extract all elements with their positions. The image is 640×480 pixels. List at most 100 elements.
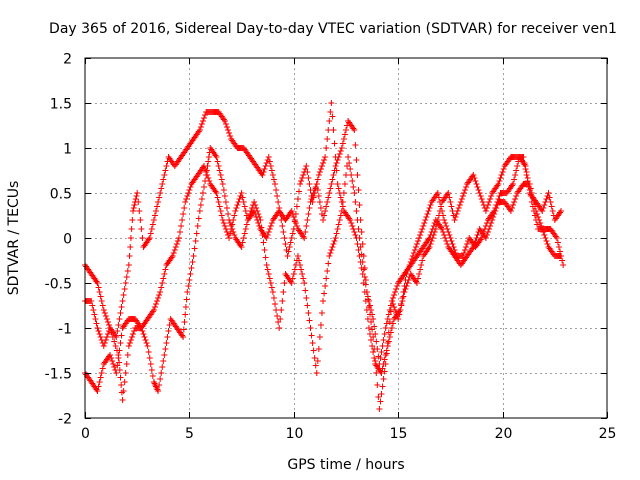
data-point [413, 280, 420, 286]
data-point [301, 280, 308, 286]
data-point-interp [293, 223, 300, 229]
data-point-interp [240, 235, 247, 241]
data-point [196, 208, 203, 214]
data-point-interp [291, 266, 298, 273]
data-point [107, 352, 114, 358]
data-point-interp [279, 223, 286, 229]
data-point-interp [531, 203, 538, 210]
data-point-interp [381, 356, 388, 363]
data-point-interp [496, 178, 503, 184]
data-point-interp [162, 167, 169, 174]
data-point-interp [91, 311, 98, 318]
data-point-interp [442, 220, 449, 226]
data-point-interp [304, 169, 311, 175]
data-point-interp [453, 211, 460, 217]
data-point-interp [215, 163, 222, 169]
data-point-interp [163, 340, 170, 346]
data-point-interp [547, 199, 554, 205]
data-point-interp [110, 361, 117, 367]
data-point-interp [473, 181, 480, 187]
data-point-interp [158, 370, 165, 376]
data-point-interp [173, 241, 180, 247]
data-point-interp [549, 208, 556, 214]
data-point-interp [267, 280, 274, 286]
data-point-interp [355, 226, 362, 232]
data-point-interp [364, 293, 371, 300]
data-point-interp [268, 167, 275, 174]
data-point-interp [216, 167, 223, 174]
data-point-interp [317, 166, 324, 172]
data-point-interp [524, 175, 531, 181]
data-point [365, 325, 372, 331]
data-point-interp [337, 148, 344, 154]
data-point-interp [527, 185, 534, 192]
data-point-interp [116, 316, 123, 322]
data-point [190, 253, 197, 259]
data-point-interp [479, 199, 486, 205]
data-point-interp [318, 310, 325, 316]
data-point-interp [310, 347, 317, 354]
y-tick-label: 0 [63, 232, 72, 248]
data-point-interp [356, 235, 363, 241]
data-point [345, 154, 352, 160]
data-point-interp [114, 328, 121, 334]
data-point-interp [288, 235, 295, 241]
data-point-interp [95, 284, 102, 291]
data-point-interp [478, 196, 485, 202]
data-point-interp [158, 284, 165, 291]
data-point-interp [90, 307, 97, 313]
data-point [382, 325, 389, 331]
data-point-interp [286, 244, 293, 250]
data-point-interp [148, 367, 155, 373]
data-point-interp [371, 323, 378, 330]
data-point-interp [417, 266, 424, 273]
data-point-interp [180, 211, 187, 217]
data-point-interp [321, 212, 328, 219]
data-point-interp [261, 166, 268, 172]
data-point-interp [290, 271, 297, 277]
data-point-interp [157, 376, 164, 382]
data-point-interp [127, 337, 134, 343]
data-point-interp [314, 176, 321, 183]
data-point-interp [449, 241, 456, 247]
data-point [219, 217, 226, 223]
data-point-interp [412, 244, 419, 250]
data-point-interp [274, 193, 281, 199]
data-point-interp [117, 374, 124, 381]
data-point [351, 127, 358, 133]
data-point [232, 208, 239, 214]
data-point-interp [374, 346, 381, 352]
data-point-interp [393, 286, 400, 292]
data-point-interp [325, 260, 332, 267]
data-point-interp [264, 266, 271, 273]
data-point-interp [181, 205, 188, 211]
data-point-interp [320, 160, 327, 166]
data-point-interp [142, 337, 149, 343]
data-point-interp [230, 217, 237, 223]
data-point-interp [97, 374, 104, 381]
data-point-interp [382, 352, 389, 358]
y-tick-label: 2 [63, 52, 72, 68]
data-point-interp [186, 187, 193, 193]
data-point-interp [98, 298, 105, 304]
data-point-interp [231, 232, 238, 238]
data-point-interp [322, 283, 329, 289]
data-point-interp [379, 343, 386, 349]
data-point-interp [410, 250, 417, 256]
data-point-interp [358, 251, 365, 258]
data-point-interp [368, 337, 375, 343]
data-point-interp [486, 199, 493, 205]
data-point [100, 307, 107, 313]
data-point [426, 235, 433, 241]
data-point [301, 235, 308, 241]
data-point [182, 199, 189, 205]
data-point-interp [447, 199, 454, 205]
data-point-interp [499, 169, 506, 175]
x-tick-label: 15 [390, 426, 408, 442]
data-point-interp [199, 190, 206, 196]
data-point-interp [298, 178, 305, 184]
data-point-interp [227, 230, 234, 237]
data-point-interp [386, 334, 393, 340]
data-point [326, 253, 333, 259]
